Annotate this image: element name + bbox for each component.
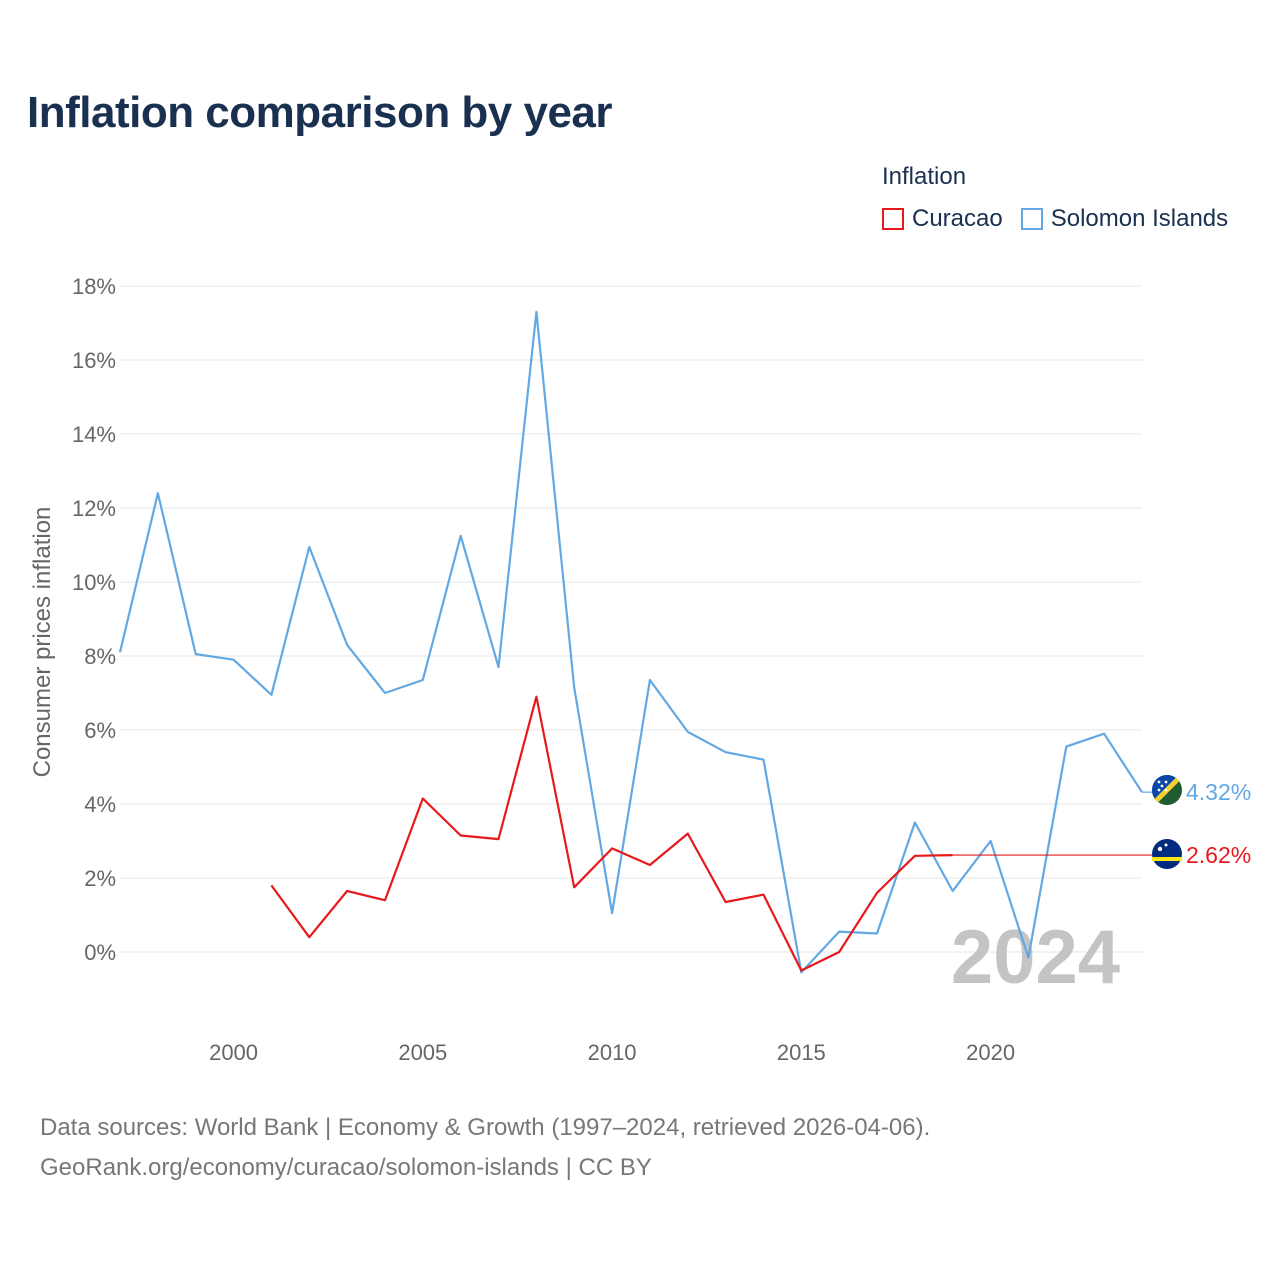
y-tick-label: 10%	[72, 570, 116, 595]
chart-title: Inflation comparison by year	[27, 88, 613, 137]
y-tick-label: 18%	[72, 274, 116, 299]
series-lines	[118, 310, 1143, 974]
footer: Data sources: World Bank | Economy & Gro…	[40, 1108, 930, 1188]
footer-sources: Data sources: World Bank | Economy & Gro…	[40, 1114, 931, 1141]
x-tick-label: 2020	[966, 1040, 1015, 1065]
grid-lines	[120, 285, 1142, 953]
y-tick-label: 4%	[84, 792, 116, 817]
y-tick-label: 2%	[84, 866, 116, 891]
y-tick-label: 12%	[72, 496, 116, 521]
y-axis-ticks: 0% 2% 4% 6% 8% 10% 12% 14% 16% 18%	[72, 274, 116, 965]
legend-label-solomon-islands: Solomon Islands	[1050, 205, 1229, 232]
legend-title: Inflation	[882, 163, 967, 190]
series-line-curacao[interactable]	[270, 695, 953, 972]
y-tick-label: 14%	[72, 422, 116, 447]
legend-swatch-curacao	[882, 208, 904, 230]
end-value-label-solomon-islands: 4.32%	[1186, 779, 1251, 805]
legend-item-curacao[interactable]: Curacao	[882, 205, 1003, 233]
x-tick-label: 2015	[777, 1040, 826, 1065]
y-tick-label: 6%	[84, 718, 116, 743]
solomon-islands-flag-icon	[1152, 775, 1182, 805]
y-axis-title: Consumer prices inflation	[29, 507, 56, 778]
y-tick-label: 8%	[84, 644, 116, 669]
curacao-flag-icon	[1152, 839, 1182, 869]
legend-label-curacao: Curacao	[912, 205, 1003, 232]
legend: Curacao Solomon Islands	[882, 205, 1246, 233]
legend-item-solomon-islands[interactable]: Solomon Islands	[1020, 205, 1229, 233]
y-tick-label: 0%	[84, 940, 116, 965]
x-tick-label: 2010	[588, 1040, 637, 1065]
footer-link[interactable]: GeoRank.org/economy/curacao/solomon-isla…	[40, 1154, 652, 1181]
y-tick-label: 16%	[72, 348, 116, 373]
series-line-solomon-islands[interactable]	[118, 310, 1143, 974]
end-labels: 2.62% 4.32%	[952, 779, 1251, 868]
x-tick-label: 2005	[398, 1040, 447, 1065]
current-year-watermark: 2024	[951, 915, 1120, 1000]
end-value-label-curacao: 2.62%	[1186, 842, 1251, 868]
legend-swatch-solomon-islands	[1020, 208, 1043, 230]
x-axis-ticks: 2000 2005 2010 2015 2020	[209, 1040, 1015, 1065]
x-tick-label: 2000	[209, 1040, 258, 1065]
